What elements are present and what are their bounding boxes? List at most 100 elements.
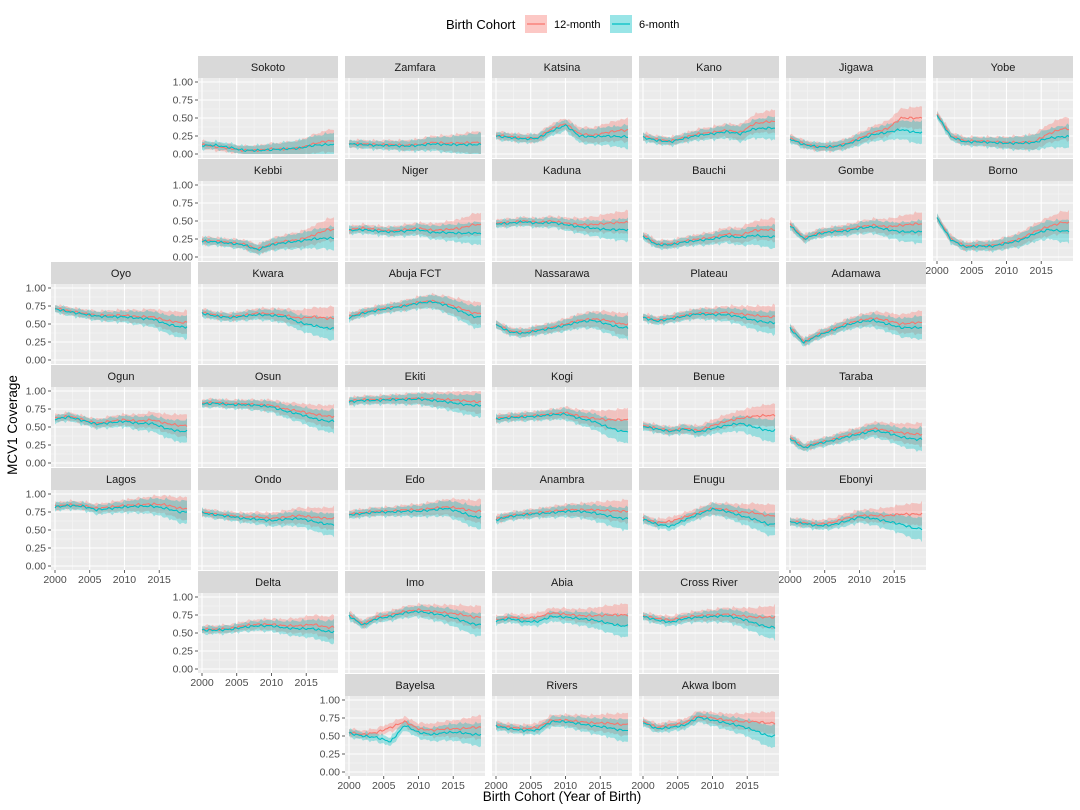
facet-title: Gombe [838,165,874,177]
facet-strip [639,571,779,593]
x-tick-label: 2005 [78,574,102,586]
ribbon-6-month [202,307,334,341]
ribbon-6-month [643,306,775,337]
series-line-12-month [642,506,776,525]
x-tick-label: 2015 [736,780,760,792]
series-line-6-month [642,716,776,738]
facet-kebbi: Kebbi 0.00 0.25 0.50 0.75 1.00 [173,159,338,264]
x-tick-label: 2010 [113,574,137,586]
series-line-12-month [642,120,776,143]
facet-ebonyi: Ebonyi 2000 2005 2010 2015 [778,468,926,586]
facet-title: Anambra [540,474,586,486]
series-line-12-month [201,511,335,521]
ribbon-6-month [937,213,1069,253]
ribbon-12-month [643,403,775,437]
legend: Birth Cohort 12-month 6-month [446,15,679,33]
y-tick-label: 1.00 [26,386,47,398]
series-line-12-month [348,720,482,736]
series-line-6-month [348,397,482,407]
facet-strip [492,365,632,387]
x-tick-label: 2015 [589,780,613,792]
facet-title: Nassarawa [534,268,590,280]
ribbon-12-month [349,131,481,154]
ribbon-6-month [349,294,481,330]
series-line-12-month [201,139,335,153]
facet-strip [933,56,1073,78]
series-line-6-month [642,233,776,247]
x-tick-label: 2010 [848,574,872,586]
facet-strip [639,674,779,696]
series-line-6-month [643,422,776,434]
series-line-6-month [789,318,923,344]
series-line-6-month [936,115,1070,146]
y-tick-label: 0.75 [173,95,194,107]
ribbon-12-month [55,304,187,335]
series-line-6-month [789,429,923,449]
legend-key-12-month [525,15,547,33]
x-tick-label: 2005 [519,780,543,792]
y-tick-label: 0.50 [26,422,47,434]
ribbon-6-month [55,496,187,525]
ribbon-6-month [349,221,481,246]
facet-strip [198,468,338,490]
facet-title: Borno [988,165,1017,177]
series-line-6-month [54,415,188,433]
series-line-6-month [201,401,335,423]
facet-delta: Delta 0.00 0.25 0.50 0.75 1.00 2000 2005 2010 201… [173,571,338,689]
facet-title: Benue [693,371,725,383]
facet-strip [786,159,926,181]
ribbon-6-month [202,225,334,256]
facet-abuja-fct: Abuja FCT [345,262,485,364]
series-line-6-month [495,412,629,433]
y-tick-label: 0.75 [173,610,194,622]
facet-rivers: Rivers 2000 2005 2010 2015 [484,674,632,792]
facet-strip [786,468,926,490]
y-tick-label: 0.25 [173,646,194,658]
ribbon-12-month [643,501,775,528]
facet-title: Plateau [690,268,727,280]
facet-title: Rivers [546,680,578,692]
facet-strip [492,571,632,593]
facet-katsina: Katsina [492,56,632,158]
facet-ondo: Ondo [198,468,338,570]
facet-title: Kebbi [254,165,282,177]
facet-title: Jigawa [839,62,874,74]
series-line-6-month [201,511,335,526]
facet-strip [198,365,338,387]
facet-ogun: Ogun 0.00 0.25 0.50 0.75 1.00 [26,365,191,470]
facet-kwara: Kwara [198,262,338,364]
facet-strip [639,365,779,387]
ribbon-6-month [55,411,187,444]
series-line-12-month [642,311,776,322]
x-tick-label: 2000 [43,574,67,586]
legend-label-6-month: 6-month [639,19,679,31]
facet-niger: Niger [345,159,485,261]
facet-strip [345,674,485,696]
y-tick-label: 0.75 [26,301,47,313]
y-tick-label: 0.50 [173,216,194,228]
facet-title: Abia [551,577,574,589]
series-line-6-month [495,124,629,141]
series-line-12-month [495,123,629,140]
ribbon-12-month [643,710,775,737]
series-line-6-month [495,220,629,232]
facet-title: Taraba [839,371,874,383]
facet-jigawa: Jigawa [786,56,926,158]
y-tick-label: 0.00 [173,252,194,264]
facet-strip [492,56,632,78]
ribbon-12-month [643,303,775,329]
ribbon-12-month [643,109,775,146]
y-tick-label: 1.00 [173,592,194,604]
facet-bayelsa: Bayelsa 0.00 0.25 0.50 0.75 1.00 2000 2005 2010 2… [320,674,485,792]
y-tick-label: 0.75 [320,713,341,725]
facet-strip [639,468,779,490]
y-tick-label: 0.00 [173,664,194,676]
series-line-6-month [348,142,482,148]
facet-strip [51,468,191,490]
series-line-12-month [643,612,776,622]
facet-title: Bayelsa [395,680,435,692]
y-tick-label: 0.75 [173,198,194,210]
facet-strip [639,159,779,181]
y-tick-label: 0.25 [26,337,47,349]
